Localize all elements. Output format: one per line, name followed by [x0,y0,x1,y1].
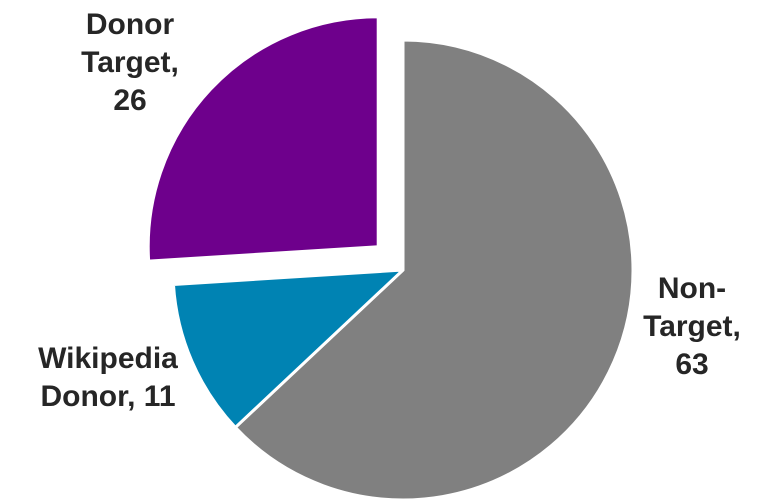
label-donor-target-line-1: Donor [85,8,175,41]
label-donor-target-line-3: 26 [113,84,147,117]
label-donor-target: Donor Target, 26 [60,6,200,120]
label-wikipedia-donor-line-1: Wikipedia [38,342,178,375]
pie-slice-wikipedia-donor [171,268,405,429]
label-wikipedia-donor-line-2: Donor, 11 [40,380,176,413]
label-non-target: Non- Target, 63 [632,270,752,384]
label-non-target-line-3: 63 [675,348,709,381]
pie-slice-non-target [233,38,635,500]
pie-slice-donor-target [146,15,380,263]
label-non-target-line-2: Target, [643,310,741,343]
label-donor-target-line-2: Target, [81,46,179,79]
label-non-target-line-1: Non- [657,272,727,305]
label-wikipedia-donor: Wikipedia Donor, 11 [18,340,198,416]
